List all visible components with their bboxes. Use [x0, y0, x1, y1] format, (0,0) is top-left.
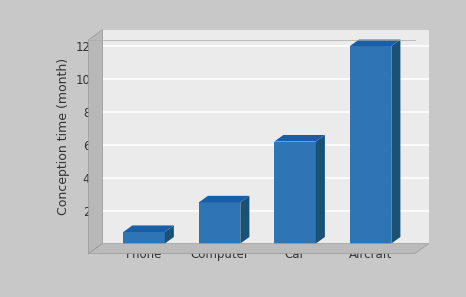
Polygon shape [165, 225, 174, 244]
Bar [350, 46, 391, 244]
Polygon shape [316, 135, 325, 244]
Polygon shape [391, 40, 400, 244]
Polygon shape [89, 244, 429, 254]
Polygon shape [274, 135, 325, 142]
Polygon shape [350, 40, 400, 46]
Polygon shape [199, 196, 249, 203]
Bar [199, 203, 240, 244]
Bar [274, 142, 316, 244]
Y-axis label: Conception time (month): Conception time (month) [57, 58, 70, 215]
Polygon shape [123, 225, 174, 232]
Bar [123, 232, 165, 244]
Polygon shape [89, 30, 103, 254]
Polygon shape [240, 196, 249, 244]
